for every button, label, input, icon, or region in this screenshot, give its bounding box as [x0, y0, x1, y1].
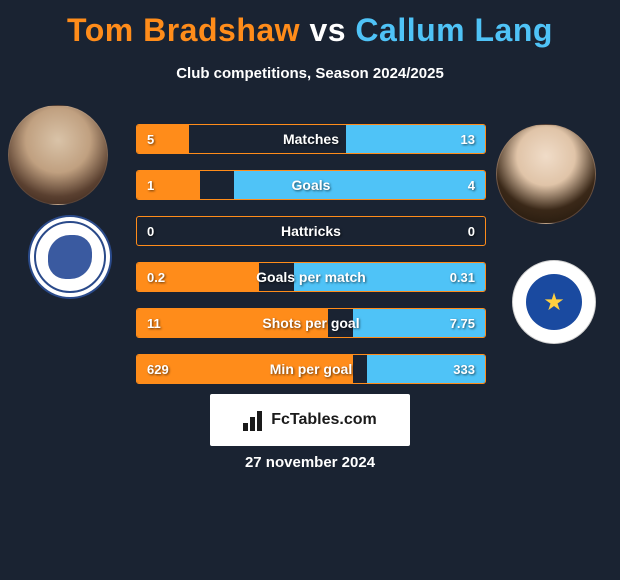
fctables-brand: FcTables.com: [210, 394, 410, 446]
stat-label: Hattricks: [137, 217, 485, 245]
comparison-title: Tom Bradshaw vs Callum Lang: [0, 0, 620, 49]
stat-row: 00Hattricks: [136, 216, 486, 246]
player2-avatar: [496, 124, 596, 224]
vs-text: vs: [309, 12, 346, 48]
stat-label: Matches: [137, 125, 485, 153]
date-text: 27 november 2024: [0, 454, 620, 471]
stat-row: 117.75Shots per goal: [136, 308, 486, 338]
stat-row: 14Goals: [136, 170, 486, 200]
stat-row: 513Matches: [136, 124, 486, 154]
subtitle: Club competitions, Season 2024/2025: [0, 65, 620, 82]
fctables-logo-icon: [243, 409, 265, 431]
stat-bars-container: 513Matches 14Goals 00Hattricks 0.20.31Goals…: [136, 124, 486, 400]
player1-club-badge: [28, 215, 112, 299]
player2-name: Callum Lang: [355, 12, 553, 48]
brand-text: FcTables.com: [271, 411, 377, 429]
millwall-lion-icon: [48, 235, 92, 279]
portsmouth-crest-icon: [526, 274, 582, 330]
stat-row: 0.20.31Goals per match: [136, 262, 486, 292]
stat-label: Min per goal: [137, 355, 485, 383]
stat-label: Shots per goal: [137, 309, 485, 337]
player1-avatar: [8, 105, 108, 205]
player1-name: Tom Bradshaw: [67, 12, 300, 48]
stat-label: Goals: [137, 171, 485, 199]
stat-row: 629333Min per goal: [136, 354, 486, 384]
stat-label: Goals per match: [137, 263, 485, 291]
player2-club-badge: [512, 260, 596, 344]
